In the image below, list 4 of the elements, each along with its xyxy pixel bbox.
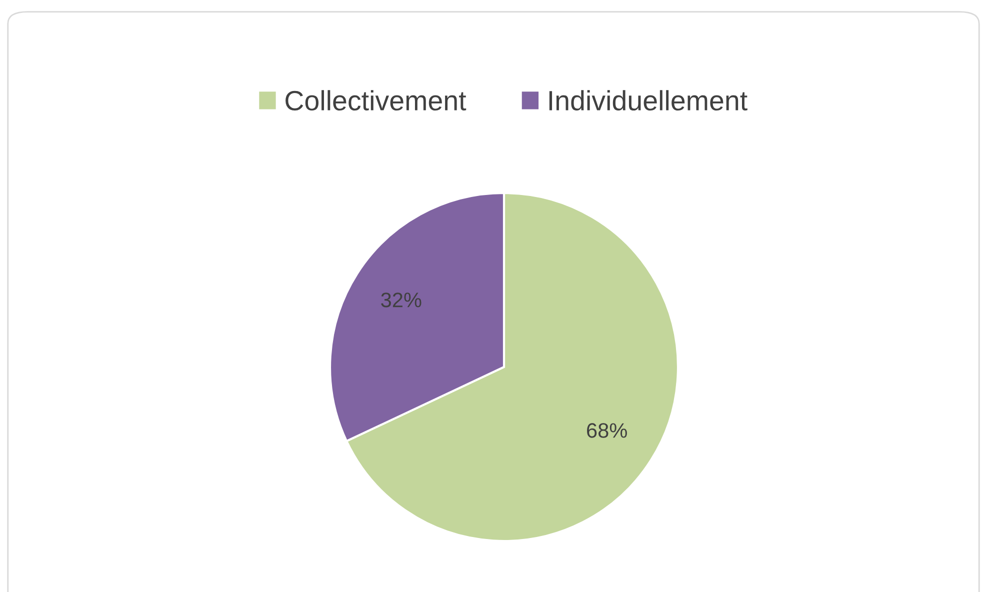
- legend-label: Individuellement: [549, 90, 748, 111]
- data-label: 32%: [381, 292, 422, 308]
- data-label: 68%: [587, 423, 627, 438]
- legend-label: Collectivement: [286, 90, 466, 111]
